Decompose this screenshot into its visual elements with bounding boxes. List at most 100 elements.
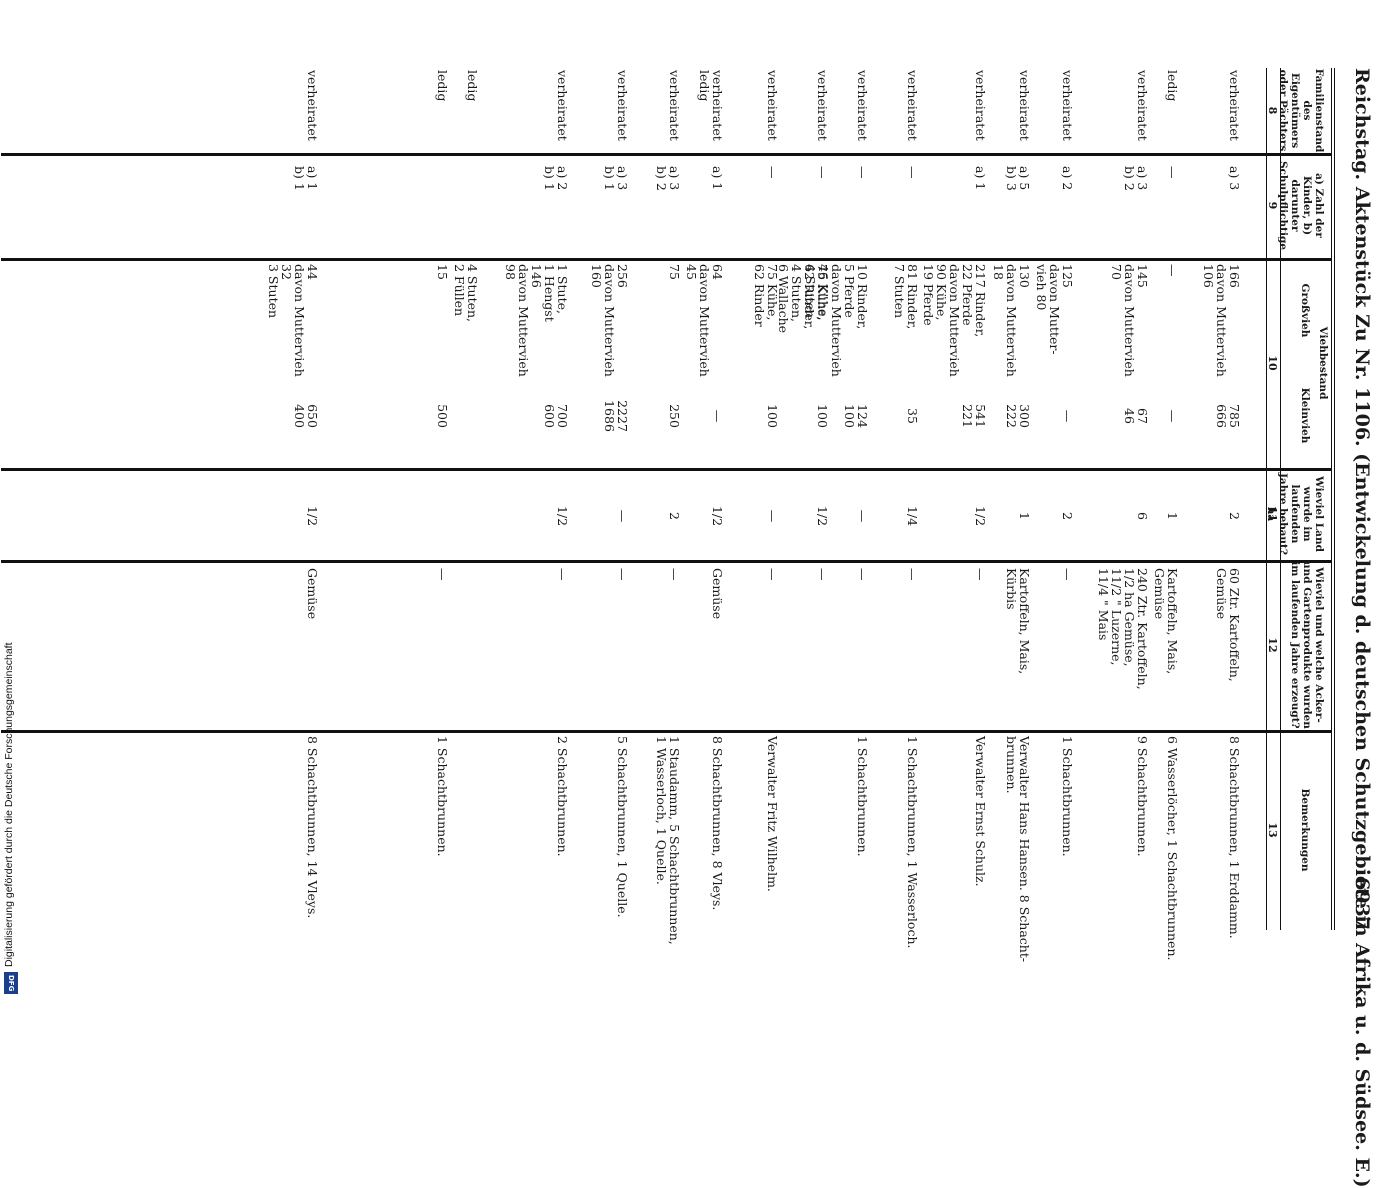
- cell-land: 1/2: [305, 505, 320, 527]
- cell-gross: 81 Rinder, 7 Stuten: [892, 264, 920, 330]
- cell-fam: verheiratet: [1060, 70, 1075, 141]
- cell-klein: 300 222: [1004, 404, 1032, 428]
- cell-kids: a) 2: [1060, 166, 1075, 191]
- cell-prod: 60 Ztr. Kartoffeln, Gemüse: [1214, 568, 1242, 682]
- cell-land: 2: [1227, 512, 1242, 520]
- cell-kids: —: [855, 166, 870, 179]
- cell-bem: Verwalter Hans Hansen. 8 Schacht- brunne…: [1004, 736, 1032, 963]
- cell-land: 2: [1060, 512, 1075, 520]
- cell-fam: verheiratet: [305, 70, 320, 141]
- col-head-produkte: Wieviel und welche Acker- und Gartenprod…: [1289, 561, 1325, 729]
- cell-kids: a) 2 b) 1: [542, 166, 570, 191]
- cell-kids: —: [1165, 166, 1180, 179]
- cell-fam: ledig: [465, 70, 480, 102]
- column-divider: [1, 258, 1331, 261]
- cell-bem: Verwalter Ernst Schulz.: [973, 736, 988, 887]
- cell-kids: a) 1: [710, 166, 725, 191]
- cell-gross: 15: [435, 264, 450, 280]
- col-num: 9: [1266, 201, 1279, 210]
- cell-prod: —: [973, 568, 988, 581]
- cell-kids: —: [765, 166, 780, 179]
- cell-gross: 125 davon Mutter- vieh 80: [1034, 264, 1075, 355]
- cell-gross: 4 Stuten, 2 Füllen: [452, 264, 480, 323]
- col-num: 11: [1266, 506, 1279, 522]
- cell-bem: 8 Schachtbrunnen, 8 Vleys.: [710, 736, 725, 911]
- cell-land: 1/2: [815, 505, 830, 527]
- cell-gross: 166 davon Muttervieh 106: [1201, 264, 1242, 377]
- cell-kids: —: [905, 166, 920, 179]
- cell-klein: 541 221: [960, 404, 988, 428]
- cell-klein: 124 100: [842, 404, 870, 428]
- cell-prod: Kartoffeln, Mais, Gemüse: [1152, 568, 1180, 675]
- cell-bem: 1 Schachtbrunnen, 1 Wasserloch.: [905, 736, 920, 949]
- cell-prod: Kartoffeln, Mais, Kürbis: [1004, 568, 1032, 675]
- col-head-viehbestand: Viehbestand: [1317, 326, 1329, 400]
- cell-fam: verheiratet: [1135, 70, 1150, 141]
- cell-fam: verheiratet ledig: [697, 70, 725, 141]
- cell-fam: verheiratet: [905, 70, 920, 141]
- cell-gross: 130 davon Muttervieh 18: [991, 264, 1032, 377]
- cell-klein: —: [1165, 409, 1180, 423]
- cell-fam: verheiratet: [1227, 70, 1242, 141]
- cell-gross: 44 davon Muttervieh 32 3 Stuten: [266, 264, 320, 377]
- cell-land: 6: [1135, 512, 1150, 520]
- cell-klein: —: [710, 409, 725, 423]
- cell-klein: 2227 1686: [602, 400, 630, 432]
- cell-klein: 100: [815, 404, 830, 428]
- col-num: 10: [1266, 355, 1279, 371]
- cell-prod: 240 Ztr. Kartoffeln, 1/2 ha Gemüse, 11/2…: [1096, 568, 1150, 690]
- cell-klein: 100: [765, 404, 780, 428]
- cell-kids: a) 5 b) 3: [1004, 166, 1032, 191]
- column-divider: [1, 153, 1331, 156]
- cell-gross: 75: [667, 264, 682, 280]
- cell-klein: 250: [667, 404, 682, 428]
- cell-bem: 1 Schachtbrunnen.: [855, 736, 870, 857]
- cell-fam: verheiratet: [855, 70, 870, 141]
- cell-fam: verheiratet: [667, 70, 682, 141]
- cell-bem: 2 Schachtbrunnen.: [555, 736, 570, 857]
- col-head-familienstand: Familienstand des Eigentümers oder Pächt…: [1277, 68, 1325, 153]
- cell-bem: 9 Schachtbrunnen.: [1135, 736, 1150, 857]
- cell-bem: 1 Staudamm, 5 Schachtbrunnen, 1 Wasserlo…: [654, 736, 682, 945]
- data-table: Familienstand des Eigentümers oder Pächt…: [1, 68, 1335, 963]
- column-divider: [1, 730, 1331, 733]
- col-num: 8: [1266, 106, 1279, 115]
- col-head-kinder: a) Zahl der Kinder, b) darunter Schulpfl…: [1277, 160, 1325, 251]
- cell-kids: a) 3 b) 2: [654, 166, 682, 191]
- cell-prod: Gemüse: [710, 568, 725, 620]
- cell-kids: a) 3 b) 2: [1122, 166, 1150, 191]
- cell-klein: 785 666: [1214, 404, 1242, 428]
- cell-klein: —: [1060, 409, 1075, 423]
- cell-gross: 75 Kühe, 62 Rinder: [752, 264, 780, 327]
- cell-land: 2: [667, 512, 682, 520]
- cell-bem: 5 Schachtbrunnen, 1 Quelle.: [615, 736, 630, 918]
- column-divider: [1, 468, 1331, 471]
- cell-bem: 8 Schachtbrunnen, 1 Erddamm.: [1227, 736, 1242, 939]
- cell-land: 1: [1165, 512, 1180, 520]
- cell-fam: verheiratet: [815, 70, 830, 141]
- cell-bem: 1 Schachtbrunnen.: [1060, 736, 1075, 857]
- cell-bem: Verwalter Fritz Wilhelm.: [765, 736, 780, 892]
- cell-land: —: [615, 509, 630, 523]
- col-head-grossvieh: Großvieh: [1299, 283, 1311, 338]
- col-head-kleinvieh: Kleinvieh: [1299, 387, 1311, 444]
- page-number: 6937: [1351, 877, 1373, 930]
- cell-land: —: [765, 509, 780, 523]
- cell-prod: —: [905, 568, 920, 581]
- cell-land: —: [855, 509, 870, 523]
- cell-fam: verheiratet: [555, 70, 570, 141]
- cell-prod: —: [555, 568, 570, 581]
- cell-klein: 67 46: [1122, 408, 1150, 424]
- cell-fam: verheiratet: [1017, 70, 1032, 141]
- cell-klein: 35: [905, 408, 920, 424]
- col-num: 12: [1266, 637, 1279, 653]
- cell-prod: —: [815, 568, 830, 581]
- cell-prod: —: [667, 568, 682, 581]
- col-head-bemerkungen: Bemerkungen: [1299, 788, 1311, 872]
- cell-land: 1/4: [905, 505, 920, 527]
- cell-kids: a) 1 b) 1: [292, 166, 320, 191]
- cell-fam: ledig: [435, 70, 450, 102]
- col-num: 13: [1266, 822, 1279, 838]
- cell-prod: —: [855, 568, 870, 581]
- column-divider: [1, 560, 1331, 563]
